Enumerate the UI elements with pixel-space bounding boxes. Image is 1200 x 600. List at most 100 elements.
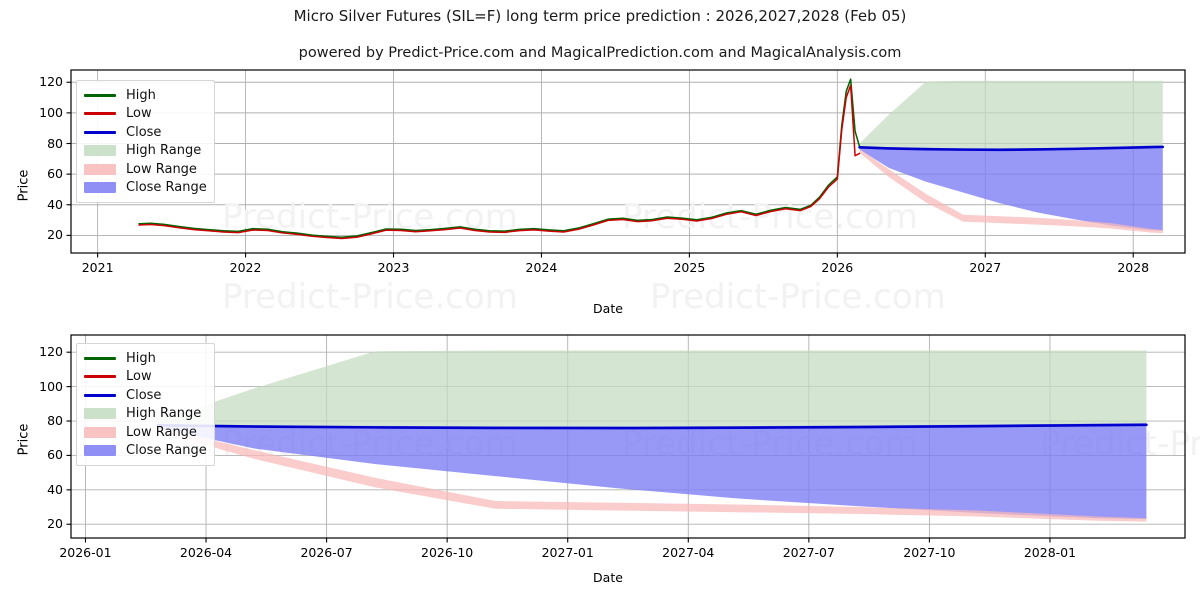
top-legend-item-low-range: Low Range: [83, 160, 207, 179]
x-tick-label: 2026-10: [421, 545, 474, 560]
x-tick-label: 2027-01: [541, 545, 594, 560]
page-subtitle: powered by Predict-Price.com and Magical…: [298, 45, 902, 61]
y-tick-label: 20: [47, 227, 63, 243]
legend-swatch: [84, 375, 116, 379]
bottom-legend-item-high-range: High Range: [83, 405, 207, 424]
y-tick-label: 120: [39, 74, 63, 90]
legend-swatch: [84, 112, 116, 116]
legend-swatch: [84, 145, 116, 157]
band-low-range: [157, 427, 1147, 522]
legend-swatch-icon: [83, 425, 117, 439]
x-tick-label: 2027-07: [782, 545, 835, 560]
legend-label: Close Range: [126, 180, 207, 196]
bottom-chart-panel: Predict-Price.comPredict-Price.comPredic…: [0, 330, 1200, 545]
legend-swatch: [84, 408, 116, 420]
series-line-close: [156, 423, 1148, 430]
legend-swatch: [84, 182, 116, 194]
y-tick-label: 60: [47, 447, 63, 463]
series-line-high: [138, 78, 861, 238]
x-tick-label: 2027: [969, 260, 1002, 275]
bottom-legend-item-low-range: Low Range: [83, 423, 207, 442]
top-legend-item-high: High: [83, 86, 207, 105]
y-tick-label: 120: [39, 344, 63, 360]
legend-label: Close: [126, 387, 162, 403]
x-tick-label: 2023: [377, 260, 410, 275]
y-tick-label: 100: [39, 378, 63, 394]
legend-swatch-icon: [83, 162, 117, 176]
legend-swatch: [84, 426, 116, 438]
x-tick-label: 2027-10: [903, 545, 956, 560]
bottom-legend-item-close-range: Close Range: [83, 442, 207, 461]
legend-label: Low: [126, 106, 152, 122]
legend-swatch: [84, 393, 116, 397]
x-tick-label: 2021: [81, 260, 114, 275]
x-tick-label: 2024: [525, 260, 558, 275]
bottom-legend-item-low: Low: [83, 368, 207, 387]
legend-swatch-icon: [83, 388, 117, 402]
series-line-low: [138, 84, 861, 240]
band-high-range: [859, 80, 1163, 150]
watermark-text: Predict-Price.com: [650, 277, 946, 315]
y-tick-label: 40: [47, 196, 63, 212]
legend-swatch: [84, 130, 116, 134]
legend-label: High Range: [126, 406, 202, 422]
x-tick-label: 2026-01: [59, 545, 112, 560]
watermark-text: Predict-Price.com: [222, 277, 518, 315]
legend-label: High Range: [126, 143, 202, 159]
bottom-chart-legend: High Low Close High Range Low Range Close Ran…: [76, 343, 215, 466]
legend-label: Close Range: [126, 443, 207, 459]
x-tick-label: 2026-04: [179, 545, 233, 560]
bottom-x-axis-label: Date: [593, 570, 623, 585]
x-tick-label: 2025: [673, 260, 706, 275]
legend-swatch-icon: [83, 144, 117, 158]
plot-frame: [70, 334, 1186, 539]
x-tick-label: 2026: [821, 260, 854, 275]
band-low-range: [859, 148, 1163, 234]
band-close-range: [859, 145, 1163, 231]
band-high-range: [157, 350, 1147, 428]
x-tick-label: 2028: [1117, 260, 1150, 275]
legend-swatch-icon: [83, 407, 117, 421]
legend-label: Low Range: [126, 424, 197, 440]
legend-swatch: [84, 445, 116, 457]
top-x-axis-label: Date: [593, 301, 623, 316]
top-chart-panel: Predict-Price.com Predict-Price.com Predic…: [0, 65, 1200, 315]
legend-label: Low: [126, 369, 152, 385]
x-tick-label: 2022: [229, 260, 262, 275]
series-line-close: [858, 145, 1165, 152]
legend-swatch-icon: [83, 351, 117, 365]
y-tick-label: 40: [47, 481, 63, 497]
plot-frame: [70, 69, 1186, 254]
legend-swatch-icon: [83, 181, 117, 195]
top-legend-item-high-range: High Range: [83, 142, 207, 161]
legend-swatch: [84, 356, 116, 360]
top-legend-item-close: Close: [83, 123, 207, 142]
top-chart-legend: High Low Close High Range Low Range Close Ran…: [76, 80, 215, 203]
y-tick-label: 20: [47, 516, 63, 532]
x-tick-label: 2027-04: [662, 545, 715, 560]
legend-label: High: [126, 350, 156, 366]
legend-swatch: [84, 163, 116, 175]
band-close-range: [157, 423, 1147, 520]
bottom-chart-svg: Predict-Price.comPredict-Price.comPredic…: [66, 334, 1200, 543]
y-tick-label: 60: [47, 166, 63, 182]
legend-label: Low Range: [126, 161, 197, 177]
legend-swatch-icon: [83, 88, 117, 102]
y-tick-label: 100: [39, 104, 63, 120]
y-tick-label: 80: [47, 413, 63, 429]
top-chart-svg: Predict-Price.com Predict-Price.comPredic…: [66, 69, 1186, 315]
page-title: Micro Silver Futures (SIL=F) long term p…: [293, 7, 907, 25]
legend-swatch-icon: [83, 125, 117, 139]
bottom-legend-item-high: High: [83, 349, 207, 368]
bottom-legend-item-close: Close: [83, 386, 207, 405]
legend-label: Close: [126, 124, 162, 140]
legend-label: High: [126, 87, 156, 103]
legend-swatch-icon: [83, 370, 117, 384]
legend-swatch-icon: [83, 444, 117, 458]
x-tick-label: 2026-07: [300, 545, 353, 560]
legend-swatch-icon: [83, 107, 117, 121]
y-tick-label: 80: [47, 135, 63, 151]
top-legend-item-close-range: Close Range: [83, 179, 207, 198]
top-legend-item-low: Low: [83, 105, 207, 124]
